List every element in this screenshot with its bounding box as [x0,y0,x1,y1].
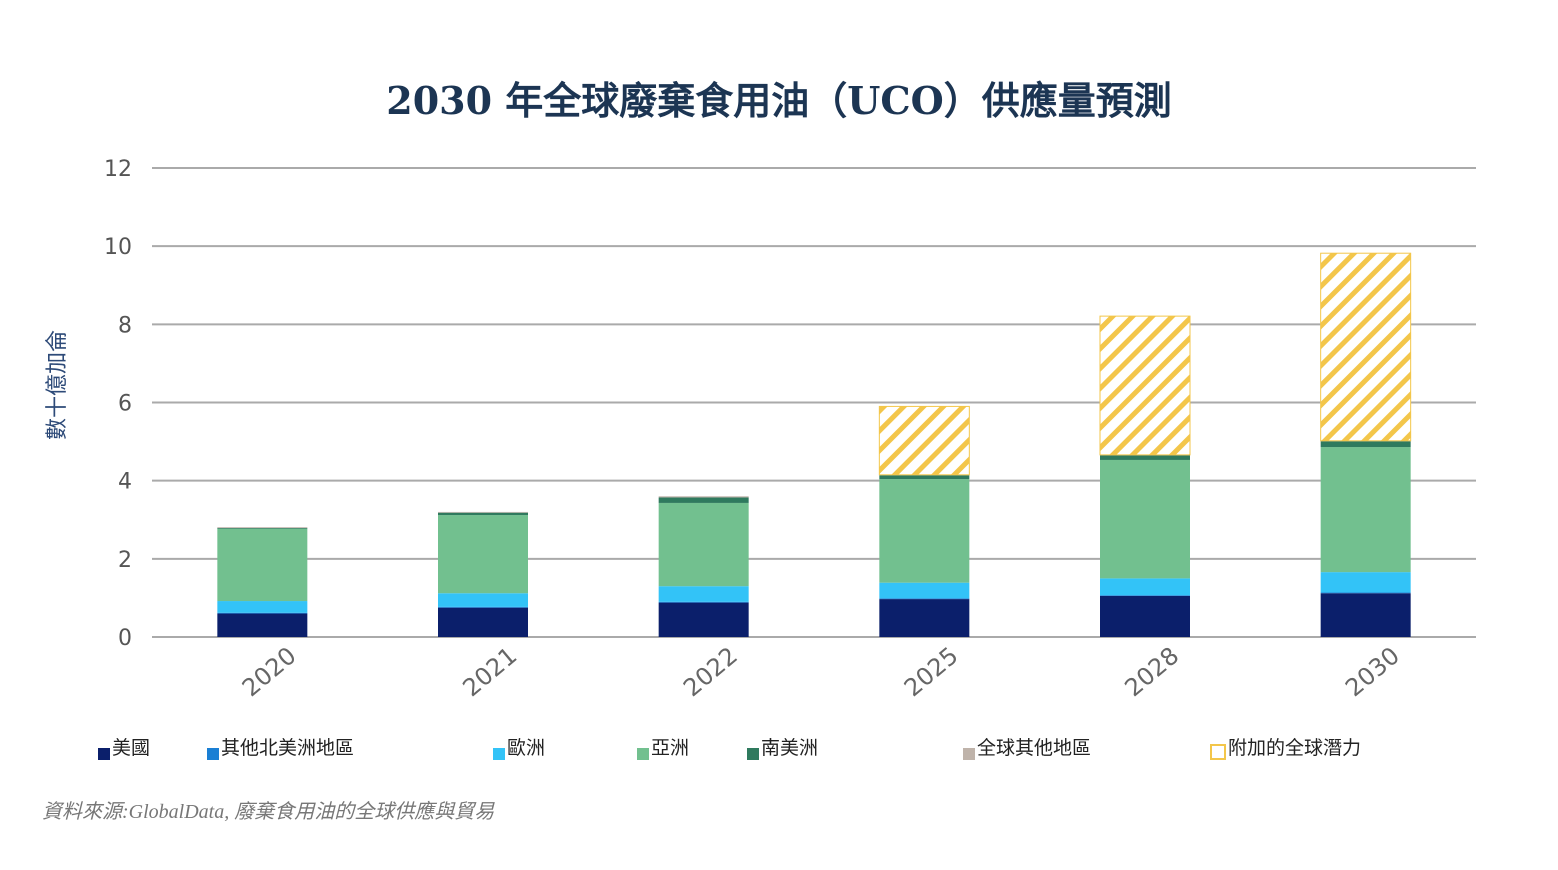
bar-segment-2028-s2 [1100,578,1190,596]
legend-swatch [98,748,110,760]
bar-segment-2028-s1 [1100,595,1190,596]
legend-item: 亞洲 [637,733,689,760]
legend-swatch [637,748,649,760]
bar-segment-2025-s6 [878,405,970,476]
bar-segment-2022-s3 [658,502,749,587]
bar-segment-2021-s5 [438,511,528,513]
legend-label: 歐洲 [507,737,546,759]
y-tick-label: 2 [118,548,132,573]
y-axis-label: 數十億加侖 [45,330,70,440]
legend-label: 全球其他地區 [977,737,1092,759]
bar-segment-2028-s4 [1100,455,1190,460]
bar-segment-2022-s5 [658,496,749,498]
x-tick-label: 2021 [457,642,522,703]
bar-segment-2025-s1 [879,598,970,600]
bar-segment-2030-s3 [1320,447,1411,573]
legend-label: 亞洲 [651,737,690,759]
legend-swatch [1210,744,1226,760]
bar-segment-2025-s4 [879,475,970,480]
bar-segment-2021-s1 [438,606,528,608]
bar-segment-2021-s2 [438,593,528,607]
legend-swatch [207,748,219,760]
bar-segment-2021-s4 [438,512,528,516]
legend-label: 美國 [112,737,151,759]
y-tick-label: 12 [104,157,132,182]
bar-segment-2022-s1 [658,601,749,603]
x-tick-label: 2020 [237,642,302,703]
x-tick-label: 2028 [1119,642,1184,703]
x-tick-label: 2025 [899,642,964,703]
bar-segment-2020-s0 [217,613,308,637]
legend-label: 附加的全球潛力 [1228,737,1362,759]
bar-segment-2030-s4 [1320,441,1411,448]
bar-segment-2022-s2 [658,586,749,602]
bar-segment-2028-s3 [1100,459,1190,579]
legend-swatch [963,748,975,760]
bar-segment-2025-s0 [879,599,970,637]
legend-item: 其他北美洲地區 [207,733,354,760]
bar-segment-2020-s2 [217,601,308,613]
y-tick-label: 4 [118,470,132,495]
bar-segment-2030-s6 [1320,252,1412,442]
x-tick-label: 2030 [1340,642,1405,703]
bar-segment-2020-s4 [217,527,308,529]
x-tick-label: 2022 [678,642,743,703]
legend-item: 南美洲 [747,733,818,760]
chart-title: 2030 年全球廢棄食用油（UCO）供應量預測 [386,78,1172,123]
bar-segment-2021-s0 [438,607,528,637]
y-tick-label: 6 [118,392,132,417]
legend-item: 美國 [98,733,150,760]
legend-label: 其他北美洲地區 [221,737,355,759]
bar-segment-2028-s0 [1100,595,1190,637]
bar-segment-2022-s0 [658,602,749,637]
legend-item: 附加的全球潛力 [1210,733,1361,760]
bar-segment-2020-s3 [217,528,308,602]
legend-item: 歐洲 [493,733,545,760]
legend-swatch [493,748,505,760]
bar-segment-2030-s0 [1320,593,1411,637]
y-tick-label: 0 [118,626,132,651]
bar-segment-2025-s2 [879,582,970,599]
bar-segment-2020-s5 [217,527,308,528]
y-tick-label: 8 [118,313,132,338]
bar-segment-2030-s1 [1320,592,1411,594]
bar-segment-2030-s2 [1320,572,1411,593]
bar-segment-2025-s3 [879,479,970,583]
bar-segment-2022-s4 [658,497,749,503]
y-tick-label: 10 [104,235,132,260]
legend-item: 全球其他地區 [963,733,1091,760]
legend-swatch [747,748,759,760]
source-note: 資料來源:GlobalData, 廢棄食用油的全球供應與貿易 [42,801,495,823]
bar-segment-2021-s3 [438,515,528,594]
bar-segment-2020-s1 [217,612,308,614]
legend-label: 南美洲 [761,737,819,759]
bar-segment-2028-s6 [1099,315,1191,456]
